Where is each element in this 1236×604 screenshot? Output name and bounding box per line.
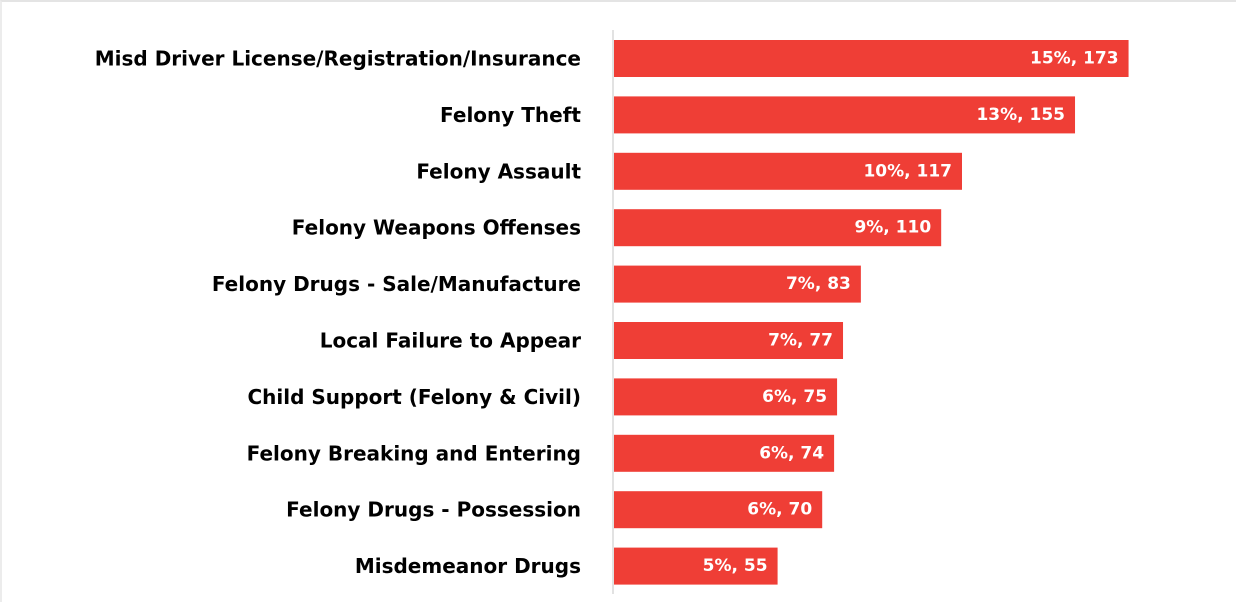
category-label-7: Felony Breaking and Entering — [247, 441, 581, 465]
bar-8 — [614, 491, 823, 529]
category-label-5: Local Failure to Appear — [320, 329, 581, 353]
data-label-6: 6%, 75 — [762, 387, 827, 407]
category-label-9: Misdemeanor Drugs — [355, 554, 581, 578]
category-label-8: Felony Drugs - Possession — [286, 498, 581, 522]
data-label-9: 5%, 55 — [703, 556, 768, 576]
data-label-4: 7%, 83 — [786, 274, 851, 294]
data-label-8: 6%, 70 — [747, 500, 812, 520]
data-label-7: 6%, 74 — [759, 443, 824, 463]
bar-5 — [614, 322, 844, 359]
bar-2 — [614, 152, 962, 190]
data-label-5: 7%, 77 — [768, 331, 833, 351]
category-label-0: Misd Driver License/Registration/Insuran… — [95, 47, 581, 71]
data-label-3: 9%, 110 — [854, 218, 931, 238]
category-label-6: Child Support (Felony & Civil) — [247, 385, 581, 409]
category-label-4: Felony Drugs - Sale/Manufacture — [212, 272, 581, 296]
category-label-1: Felony Theft — [440, 103, 581, 127]
bar-1 — [614, 96, 1076, 134]
bars-group — [614, 40, 1129, 585]
data-label-1: 13%, 155 — [976, 105, 1065, 125]
bar-0 — [614, 40, 1129, 77]
category-label-3: Felony Weapons Offenses — [292, 216, 581, 240]
data-labels: 15%, 173 13%, 155 10%, 117 9%, 110 7%, 83 7%,… — [703, 49, 1119, 577]
bar-6 — [614, 378, 838, 416]
data-label-0: 15%, 173 — [1030, 49, 1119, 69]
bar-7 — [614, 434, 835, 472]
category-label-2: Felony Assault — [416, 159, 581, 183]
bar-9 — [614, 547, 778, 585]
bar-4 — [614, 265, 861, 303]
data-label-2: 10%, 117 — [863, 161, 952, 181]
category-labels: Misd Driver License/Registration/Insuran… — [95, 47, 582, 579]
bar-3 — [614, 209, 942, 247]
